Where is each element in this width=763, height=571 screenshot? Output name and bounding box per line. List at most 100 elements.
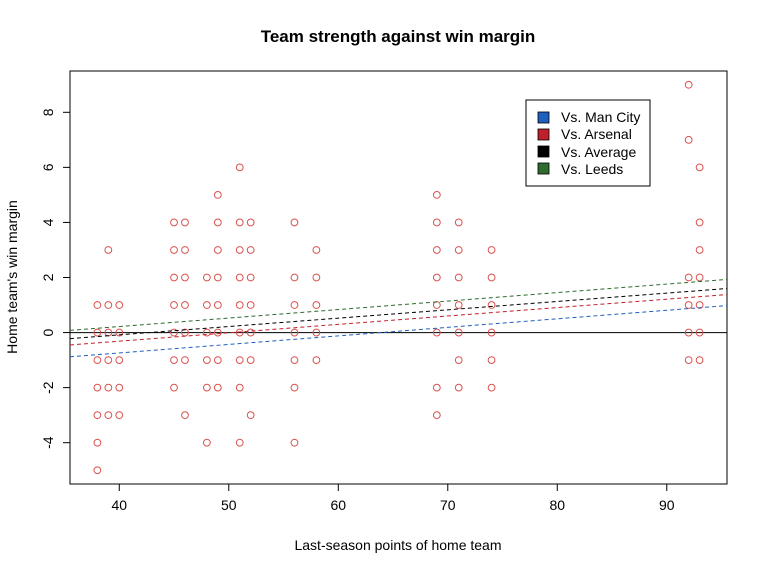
x-tick-label: 70 (440, 497, 456, 513)
scatter-point (213, 328, 222, 337)
scatter-point (235, 163, 244, 172)
scatter-point (487, 383, 496, 392)
scatter-point (235, 301, 244, 309)
scatter-point (695, 328, 704, 337)
y-tick-label: 0 (40, 328, 56, 336)
scatter-point (432, 328, 441, 337)
scatter-point (487, 273, 496, 282)
scatter-point (454, 356, 463, 365)
scatter-point (93, 328, 102, 337)
legend-label-arsenal: Vs. Arsenal (561, 126, 632, 142)
scatter-point (202, 301, 211, 309)
scatter-point (695, 218, 704, 227)
y-tick-label: -2 (40, 381, 56, 394)
scatter-point (104, 356, 113, 365)
scatter-point (695, 163, 704, 172)
x-axis-label: Last-season points of home team (294, 537, 501, 553)
scatter-point (684, 80, 693, 89)
scatter-point (290, 383, 299, 392)
scatter-point (235, 246, 244, 254)
scatter-point (213, 273, 222, 282)
scatter-point (290, 328, 299, 337)
scatter-point (432, 191, 441, 199)
scatter-point (695, 273, 704, 282)
scatter-point (170, 246, 178, 254)
scatter-point (213, 218, 222, 227)
x-tick-label: 50 (221, 497, 237, 513)
scatter-point (93, 383, 102, 392)
scatter-point (246, 273, 255, 282)
scatter-point (170, 301, 178, 309)
scatter-point (290, 273, 299, 282)
scatter-point (454, 218, 463, 227)
scatter-point (181, 411, 189, 420)
x-tick-label: 80 (549, 497, 565, 513)
scatter-point (213, 383, 222, 392)
scatter-point (487, 301, 496, 309)
scatter-point (115, 356, 124, 365)
scatter-point (202, 383, 211, 392)
y-tick-label: 2 (40, 273, 56, 281)
scatter-point (290, 218, 299, 227)
scatter-point (202, 438, 211, 447)
scatter-point (312, 328, 321, 337)
scatter-point (235, 273, 244, 282)
scatter-point (202, 273, 211, 282)
scatter-point (454, 301, 463, 309)
scatter-point (290, 438, 299, 447)
scatter-point (312, 301, 321, 309)
scatter-point (170, 218, 178, 227)
scatter-point (115, 411, 124, 420)
scatter-point (93, 411, 102, 420)
scatter-point (181, 246, 189, 254)
scatter-point (695, 246, 704, 254)
scatter-point (235, 218, 244, 227)
scatter-point (104, 411, 113, 420)
scatter-point (93, 466, 102, 475)
y-tick-label: 4 (40, 218, 56, 226)
scatter-point (235, 383, 244, 392)
scatter-point (115, 328, 124, 337)
scatter-point (246, 218, 255, 227)
y-tick-label: 6 (40, 163, 56, 171)
scatter-point (290, 356, 299, 365)
scatter-point (181, 301, 189, 309)
scatter-point (235, 328, 244, 337)
legend-swatch-arsenal (537, 128, 550, 141)
scatter-point (312, 246, 321, 254)
scatter-point (432, 411, 441, 420)
chart-title: Team strength against win margin (261, 27, 536, 46)
trend-line-vs-man-city (69, 305, 728, 358)
scatter-point (104, 383, 113, 392)
scatter-point (454, 246, 463, 254)
scatter-point (695, 301, 704, 309)
scatter-point (170, 356, 178, 365)
x-tick-label: 60 (330, 497, 346, 513)
scatter-point (312, 273, 321, 282)
scatter-point (202, 356, 211, 365)
scatter-point (487, 246, 496, 254)
legend-swatch-average (537, 145, 550, 158)
scatter-point (432, 301, 441, 309)
scatter-point (684, 273, 693, 282)
scatter-point (104, 246, 113, 254)
trend-line-vs-arsenal (69, 294, 728, 346)
scatter-point (432, 273, 441, 282)
scatter-point (432, 246, 441, 254)
scatter-point (213, 246, 222, 254)
scatter-point (432, 383, 441, 392)
trend-line-vs-leeds (69, 278, 728, 331)
scatter-point (454, 273, 463, 282)
y-axis-label: Home team's win margin (4, 200, 20, 354)
scatter-point (93, 301, 102, 309)
legend-label-leeds: Vs. Leeds (561, 161, 623, 177)
x-tick-label: 40 (111, 497, 127, 513)
scatter-point (246, 411, 255, 420)
scatter-point (312, 356, 321, 365)
scatter-point (213, 356, 222, 365)
trend-line-vs-average (69, 288, 728, 340)
scatter-point (170, 383, 178, 392)
scatter-point (684, 356, 693, 365)
legend-label-average: Vs. Average (561, 144, 636, 160)
